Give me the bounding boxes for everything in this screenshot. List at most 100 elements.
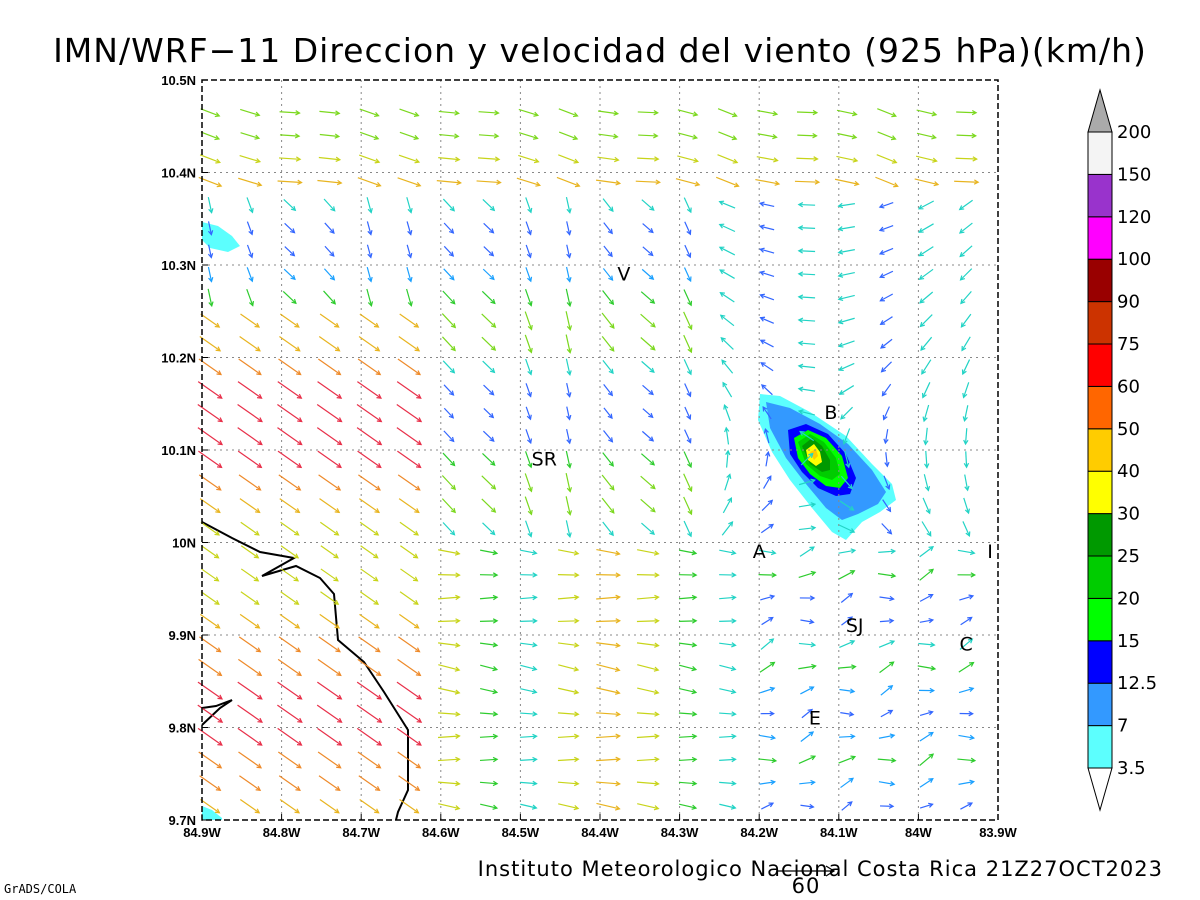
y-tick-label: 9.8N (169, 721, 196, 736)
wind-arrow (683, 520, 692, 538)
wind-arrow (237, 704, 263, 723)
wind-arrow (798, 755, 817, 765)
contour-40-mountain (810, 449, 818, 460)
wind-arrow (239, 613, 261, 629)
wind-arrow (481, 336, 497, 351)
wind-arrow (837, 249, 855, 255)
wind-arrow (317, 358, 342, 376)
x-tick-label: 84.1W (820, 825, 858, 840)
wind-arrow (199, 498, 221, 514)
wind-arrow (441, 313, 457, 329)
y-tick-label: 10.3N (161, 258, 196, 273)
wind-arrow (558, 108, 579, 118)
wind-arrow (961, 336, 971, 352)
wind-arrow (524, 334, 533, 354)
axis-ticks: 84.9W 84.8W 84.7W 84.6W 84.5W 84.4W 84.3W 84.2W… (161, 73, 1017, 840)
wind-arrow (520, 618, 538, 624)
wind-arrow (958, 734, 976, 741)
wind-arrow (923, 474, 931, 492)
x-tick-label: 84.9W (183, 825, 221, 840)
wind-arrow (636, 642, 660, 648)
colorbar-swatch (1087, 640, 1113, 684)
wind-arrow (199, 336, 222, 352)
wind-arrow (960, 802, 974, 810)
wind-arrow (442, 198, 456, 212)
wind-arrow (356, 727, 383, 746)
wind-arrow (718, 131, 738, 141)
wind-arrow (642, 223, 654, 234)
wind-arrow (919, 802, 934, 809)
wind-arrow (637, 687, 660, 695)
wind-arrow (964, 474, 970, 492)
wind-arrow (799, 595, 816, 601)
wind-arrow (961, 359, 971, 376)
wind-arrow (840, 777, 855, 789)
y-tick-label: 10N (172, 536, 196, 551)
wind-arrow (684, 383, 692, 398)
wind-arrow (565, 520, 572, 539)
wind-arrow (637, 549, 660, 556)
wind-arrow (558, 131, 579, 141)
wind-arrow (198, 450, 223, 469)
wind-arrow (602, 198, 614, 213)
wind-arrow (715, 176, 740, 188)
wind-arrow (922, 497, 931, 515)
y-tick-label: 9.7N (169, 813, 196, 828)
wind-arrow (284, 222, 296, 234)
wind-arrow (916, 109, 938, 117)
wind-arrow (719, 711, 737, 717)
colorbar-label: 75 (1117, 334, 1140, 355)
wind-arrow (558, 154, 580, 164)
wind-arrow (878, 224, 894, 232)
colorbar-legend: 3.5 7 12.5 15 20 25 30 40 50 60 75 90 100 120 150 200 (1087, 88, 1157, 812)
wind-arrow (636, 572, 660, 578)
wind-arrow (197, 403, 224, 423)
wind-arrow (398, 636, 421, 653)
wind-arrow (678, 756, 698, 763)
wind-arrow (724, 473, 732, 491)
wind-arrow (958, 779, 976, 785)
wind-arrow (280, 568, 300, 582)
wind-arrow (797, 317, 816, 323)
wind-arrow (520, 642, 538, 648)
wind-arrow (757, 133, 778, 140)
wind-arrow (516, 177, 542, 187)
wind-arrow (642, 246, 654, 257)
wind-arrow (596, 733, 621, 739)
wind-arrow (917, 665, 937, 671)
wind-arrow (197, 727, 223, 746)
wind-arrow (800, 452, 814, 466)
wind-arrow (437, 594, 461, 601)
wind-arrow (919, 314, 933, 328)
wind-arrow (760, 362, 774, 372)
wind-arrow (397, 450, 422, 469)
colorbar-label: 200 (1117, 122, 1151, 143)
wind-arrow (199, 775, 222, 791)
wind-arrow (719, 314, 735, 327)
wind-arrow (565, 496, 573, 516)
wind-arrow (240, 591, 260, 605)
colorbar-label: 30 (1117, 504, 1140, 525)
wind-arrow (837, 226, 855, 232)
wind-arrow (636, 618, 660, 624)
wind-arrow (678, 132, 699, 140)
wind-arrow (317, 450, 342, 469)
wind-arrow (797, 340, 816, 346)
wind-arrow (640, 337, 656, 351)
wind-arrow (479, 711, 499, 717)
wind-arrow (316, 403, 343, 423)
wind-arrow (758, 572, 778, 578)
wind-arrow (918, 687, 936, 694)
wind-arrow (920, 336, 933, 352)
wind-arrow (684, 406, 692, 421)
wind-arrow (596, 642, 621, 648)
wind-arrow (558, 664, 580, 672)
wind-arrow (918, 641, 936, 648)
wind-arrow (837, 340, 855, 348)
wind-arrow (960, 313, 972, 328)
wind-arrow (602, 521, 614, 537)
wind-arrow (524, 451, 533, 469)
wind-arrow (438, 110, 460, 116)
y-tick-label: 10.5N (161, 73, 196, 88)
